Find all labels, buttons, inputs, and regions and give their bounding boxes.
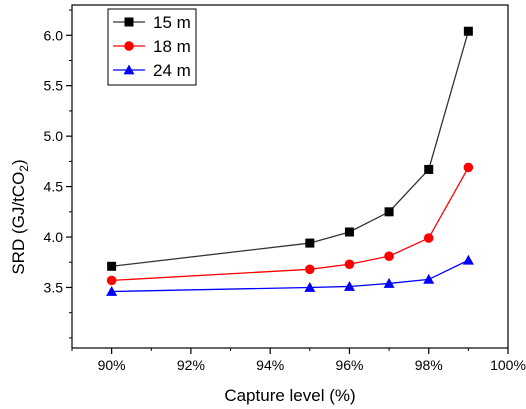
data-point (463, 162, 474, 173)
y-tick-label: 4.0 (44, 229, 64, 245)
series-line (111, 167, 469, 282)
data-point (344, 259, 355, 270)
y-tick-label: 4.5 (44, 179, 64, 195)
x-tick-label: 92% (177, 357, 205, 373)
legend-marker (124, 17, 134, 27)
data-point (384, 251, 394, 261)
data-point (106, 275, 117, 286)
legend-marker (123, 64, 135, 75)
y-tick-label: 5.0 (44, 128, 64, 144)
series (106, 26, 474, 296)
y-axis-title-main: SRD (GJ/tCO (9, 172, 28, 275)
legend: 15 m 18 m 24 m (107, 8, 197, 86)
data-point (463, 26, 473, 36)
y-axis-title-subscript: 2 (17, 165, 31, 172)
data-point (423, 233, 434, 243)
legend-label: 18 m (153, 37, 191, 56)
legend-label: 15 m (153, 13, 191, 32)
axes (71, 4, 509, 349)
legend-marker (124, 41, 134, 51)
series-0 (107, 26, 473, 271)
y-tick-label: 3.5 (44, 279, 64, 295)
y-tick-label: 5.5 (44, 78, 64, 94)
data-point (343, 280, 355, 291)
data-point (305, 264, 315, 275)
data-point (305, 238, 315, 248)
x-tick-label: 98% (415, 357, 443, 373)
data-point (344, 227, 354, 237)
x-tick-label: 96% (335, 357, 363, 373)
data-point (304, 281, 316, 292)
y-axis-title: SRD (GJ/tCO2) (9, 159, 31, 274)
y-axis-title-close: ) (9, 159, 28, 165)
x-axis-title: Capture level (%) (224, 386, 355, 405)
x-tick-label: 100% (490, 357, 526, 373)
series-2 (106, 254, 474, 296)
ticks: 90% 92% 94% 96% 98% 100% 3.5 4.0 4.5 5.0 5.5 6.0 (44, 9, 526, 373)
series-1 (106, 162, 474, 286)
data-point (384, 207, 394, 217)
data-point (424, 164, 434, 174)
y-tick-label: 6.0 (44, 27, 64, 43)
data-point (107, 261, 117, 271)
data-point (423, 273, 435, 284)
data-point (462, 254, 474, 265)
data-point (383, 277, 395, 288)
legend-label: 24 m (153, 61, 191, 80)
series-line (111, 259, 469, 293)
data-point (106, 286, 118, 296)
x-tick-label: 90% (98, 357, 126, 373)
series-line (111, 31, 469, 267)
plot-frame (71, 4, 509, 349)
x-tick-label: 94% (256, 357, 284, 373)
